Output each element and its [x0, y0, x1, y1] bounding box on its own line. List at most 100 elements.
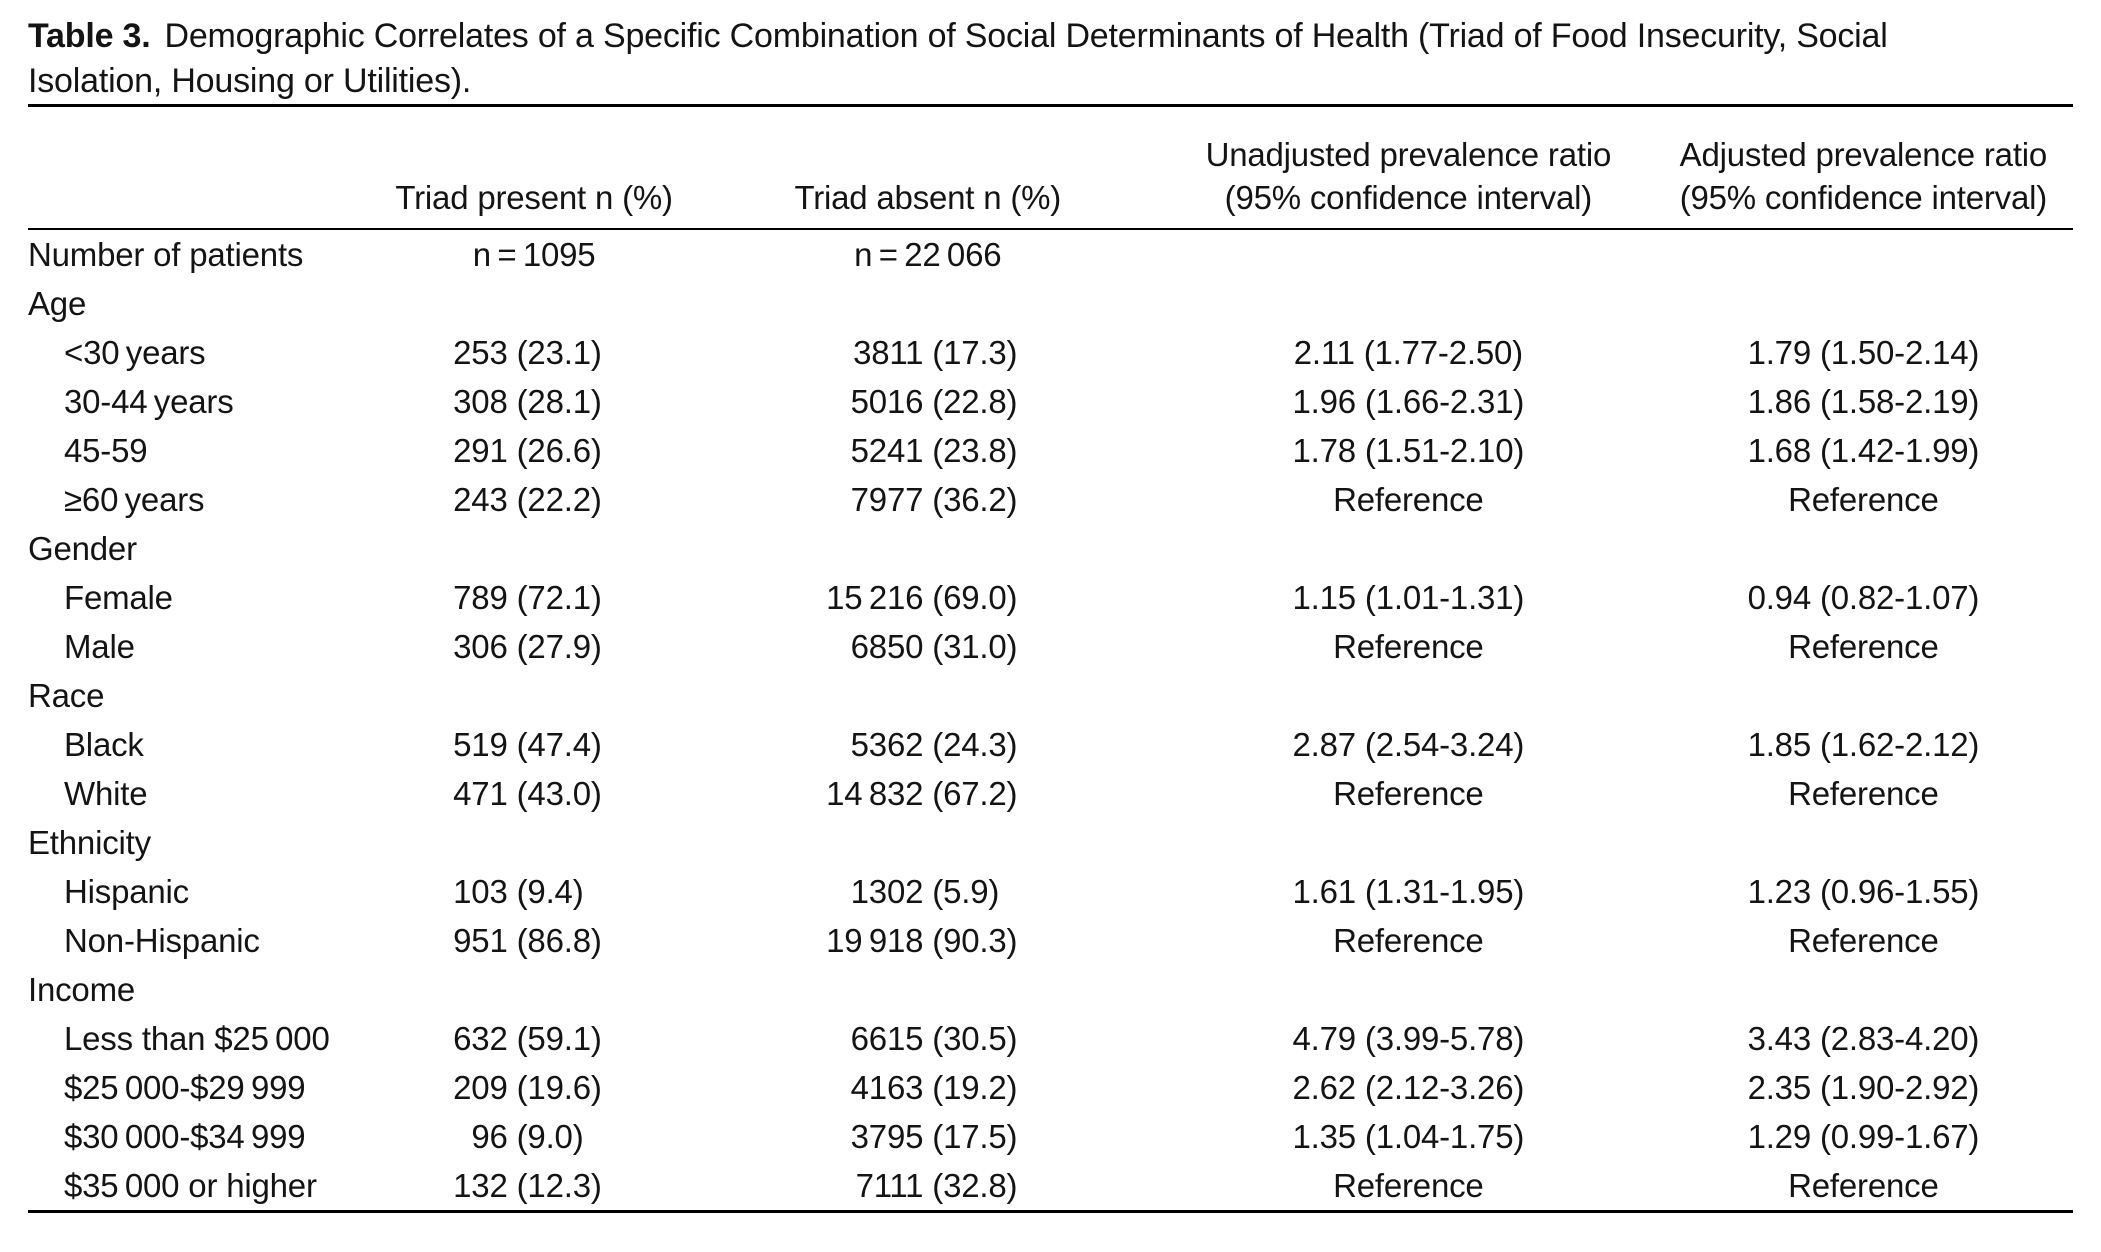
- present-cell: n = 1095: [472, 236, 596, 273]
- section-label: Ethnicity: [28, 824, 151, 861]
- row-label: Non-Hispanic: [64, 922, 260, 959]
- section-label: Income: [28, 971, 136, 1008]
- row-race-white: White 471 (43.0) 14 832 (67.2) Reference R…: [28, 769, 2073, 818]
- table-caption: Table 3. Demographic Correlates of a Spec…: [28, 0, 2073, 104]
- adjusted-cell: Reference: [1788, 922, 1939, 959]
- unadjusted-cell: 1.15 (1.01-1.31): [1292, 579, 1525, 616]
- column-header-triad-present: Triad present n (%): [375, 105, 693, 230]
- adjusted-cell: Reference: [1788, 775, 1939, 812]
- unadjusted-cell: 2.62 (2.12-3.26): [1292, 1069, 1525, 1106]
- row-label: <30 years: [64, 334, 206, 371]
- present-cell: 209 (19.6): [453, 1069, 602, 1106]
- section-row-race: Race: [28, 671, 2073, 720]
- column-header-unadjusted-pr: Unadjusted prevalence ratio (95% confide…: [1162, 105, 1654, 230]
- row-income-under-25000: Less than $25 000 632 (59.1) 6615 (30.5) 4…: [28, 1014, 2073, 1063]
- row-label: 30-44 years: [64, 383, 234, 420]
- absent-cell: 4163 (19.2): [850, 1069, 1018, 1106]
- present-cell: 471 (43.0): [453, 775, 602, 812]
- present-cell: 103 (9.4): [453, 873, 584, 910]
- column-header-triad-absent: Triad absent n (%): [692, 105, 1163, 230]
- row-label: White: [64, 775, 148, 812]
- unadjusted-cell: Reference: [1333, 481, 1484, 518]
- present-cell: 308 (28.1): [453, 383, 602, 420]
- row-number-of-patients: Number of patients n = 1095 n = 22 066: [28, 229, 2073, 279]
- section-label: Race: [28, 677, 105, 714]
- row-gender-male: Male 306 (27.9) 6850 (31.0) Reference Refe…: [28, 622, 2073, 671]
- adjusted-cell: [1654, 229, 2073, 279]
- adjusted-cell: Reference: [1788, 1167, 1939, 1204]
- section-row-age: Age: [28, 279, 2073, 328]
- absent-cell: n = 22 066: [854, 236, 1002, 273]
- present-cell: 519 (47.4): [453, 726, 602, 763]
- present-cell: 132 (12.3): [453, 1167, 602, 1204]
- present-cell: 291 (26.6): [453, 432, 602, 469]
- row-age-30-44: 30-44 years 308 (28.1) 5016 (22.8) 1.96 (1…: [28, 377, 2073, 426]
- absent-cell: 5241 (23.8): [850, 432, 1018, 469]
- absent-cell: 7111 (32.8): [855, 1167, 1018, 1204]
- adjusted-cell: 3.43 (2.83-4.20): [1747, 1020, 1980, 1057]
- absent-cell: 14 832 (67.2): [826, 775, 1018, 812]
- row-ethnicity-non-hispanic: Non-Hispanic 951 (86.8) 19 918 (90.3) Refe…: [28, 916, 2073, 965]
- row-age-45-59: 45-59 291 (26.6) 5241 (23.8) 1.78 (1.51-2.…: [28, 426, 2073, 475]
- header-row: Triad present n (%) Triad absent n (%) U…: [28, 105, 2073, 230]
- row-label: Female: [64, 579, 173, 616]
- adjusted-cell: 1.86 (1.58-2.19): [1747, 383, 1980, 420]
- section-row-income: Income: [28, 965, 2073, 1014]
- present-cell: 951 (86.8): [453, 922, 602, 959]
- present-cell: 789 (72.1): [453, 579, 602, 616]
- section-label: Gender: [28, 530, 137, 567]
- section-row-gender: Gender: [28, 524, 2073, 573]
- row-gender-female: Female 789 (72.1) 15 216 (69.0) 1.15 (1.01…: [28, 573, 2073, 622]
- adjusted-cell: 1.29 (0.99-1.67): [1747, 1118, 1980, 1155]
- absent-cell: 1302 (5.9): [850, 873, 1000, 910]
- unadjusted-cell: 1.61 (1.31-1.95): [1292, 873, 1525, 910]
- absent-cell: 3811 (17.3): [853, 334, 1018, 371]
- row-label: Hispanic: [64, 873, 189, 910]
- unadjusted-cell: 1.78 (1.51-2.10): [1292, 432, 1525, 469]
- row-label: ≥60 years: [64, 481, 205, 518]
- absent-cell: 15 216 (69.0): [826, 579, 1018, 616]
- absent-cell: 7977 (36.2): [850, 481, 1018, 518]
- unadjusted-cell: Reference: [1333, 922, 1484, 959]
- present-cell: 96 (9.0): [471, 1118, 584, 1155]
- adjusted-cell: Reference: [1788, 481, 1939, 518]
- unadjusted-cell: Reference: [1333, 628, 1484, 665]
- row-income-30000-34999: $30 000-$34 999 96 (9.0) 3795 (17.5) 1.35 …: [28, 1112, 2073, 1161]
- row-age-under-30: <30 years 253 (23.1) 3811 (17.3) 2.11 (1.7…: [28, 328, 2073, 377]
- adjusted-cell: Reference: [1788, 628, 1939, 665]
- table-caption-line1: Table 3. Demographic Correlates of a Spec…: [28, 17, 1888, 55]
- adjusted-cell: 1.68 (1.42-1.99): [1747, 432, 1980, 469]
- row-label: $25 000-$29 999: [64, 1069, 306, 1106]
- present-cell: 306 (27.9): [453, 628, 602, 665]
- section-label: Age: [28, 285, 87, 322]
- adjusted-cell: 1.23 (0.96-1.55): [1747, 873, 1980, 910]
- unadjusted-cell: 2.87 (2.54-3.24): [1292, 726, 1525, 763]
- row-label: Male: [64, 628, 135, 665]
- row-income-35000-plus: $35 000 or higher 132 (12.3) 7111 (32.8) R…: [28, 1161, 2073, 1212]
- adjusted-cell: 1.85 (1.62-2.12): [1747, 726, 1980, 763]
- column-header-empty: [28, 105, 376, 230]
- unadjusted-cell: Reference: [1333, 775, 1484, 812]
- present-cell: 632 (59.1): [453, 1020, 602, 1057]
- column-header-adjusted-pr: Adjusted prevalence ratio (95% confidenc…: [1653, 105, 2073, 230]
- unadjusted-cell: 2.11 (1.77-2.50): [1293, 334, 1523, 371]
- row-income-25000-29999: $25 000-$29 999 209 (19.6) 4163 (19.2) 2.6…: [28, 1063, 2073, 1112]
- row-age-60-plus: ≥60 years 243 (22.2) 7977 (36.2) Reference…: [28, 475, 2073, 524]
- absent-cell: 3795 (17.5): [850, 1118, 1018, 1155]
- section-row-ethnicity: Ethnicity: [28, 818, 2073, 867]
- row-label: 45-59: [64, 432, 148, 469]
- row-race-black: Black 519 (47.4) 5362 (24.3) 2.87 (2.54-3.…: [28, 720, 2073, 769]
- row-label: $35 000 or higher: [64, 1167, 317, 1204]
- demographics-table: Triad present n (%) Triad absent n (%) U…: [28, 104, 2073, 1213]
- adjusted-cell: 0.94 (0.82-1.07): [1747, 579, 1980, 616]
- row-ethnicity-hispanic: Hispanic 103 (9.4) 1302 (5.9) 1.61 (1.31-1…: [28, 867, 2073, 916]
- table-caption-line2: Isolation, Housing or Utilities).: [28, 62, 472, 100]
- unadjusted-cell: 1.35 (1.04-1.75): [1292, 1118, 1525, 1155]
- present-cell: 253 (23.1): [453, 334, 602, 371]
- absent-cell: 5362 (24.3): [850, 726, 1018, 763]
- adjusted-cell: 2.35 (1.90-2.92): [1747, 1069, 1980, 1106]
- row-label: Number of patients: [28, 236, 304, 273]
- absent-cell: 6615 (30.5): [850, 1020, 1018, 1057]
- row-label: $30 000-$34 999: [64, 1118, 306, 1155]
